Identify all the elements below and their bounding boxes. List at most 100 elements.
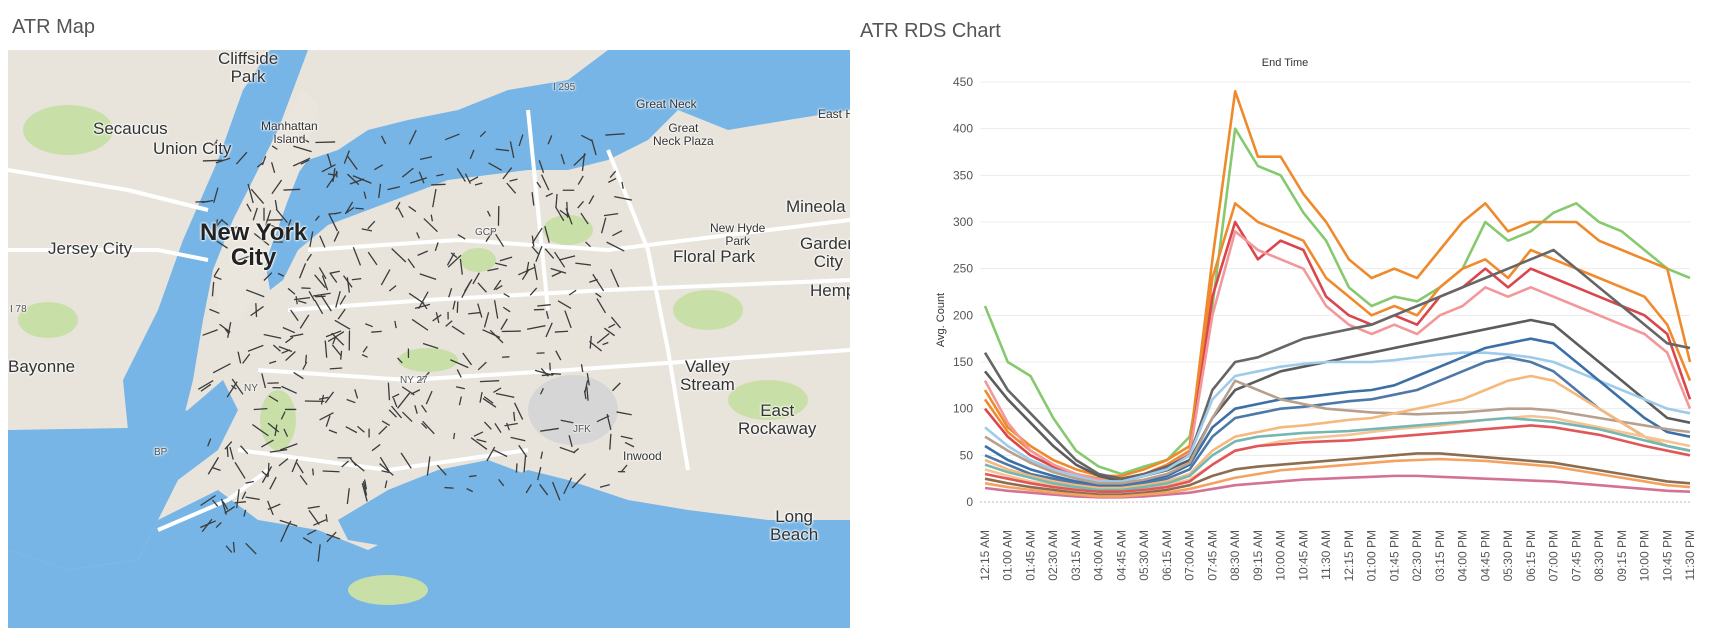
series-line-11[interactable] [984,374,1691,490]
atr-rds-chart[interactable]: End Time Avg. Count 0 50 100 150 200 250 300 35… [855,50,1705,640]
series-line-10[interactable] [984,379,1691,485]
x-tick-label: 03:15 AM [1069,530,1083,581]
x-tick-label: 10:45 AM [1296,530,1310,581]
map-label-manhattan-island: Manhattan Island [261,119,318,146]
x-tick-label: 01:45 PM [1387,530,1401,581]
map-label-jfk: JFK [573,424,591,435]
x-tick-label: 03:15 PM [1433,530,1447,581]
atr-sensor-lines [195,129,635,562]
x-tick-label: 08:30 AM [1228,530,1242,581]
map-label-ny27: NY 27 [400,375,428,386]
x-tick-label: 02:30 PM [1410,530,1424,581]
map-label-hempstead: Hemps [810,281,850,300]
map-label-garden-city: Garden City [800,234,850,271]
map-label-east-rockaway: East Rockaway [738,401,817,438]
x-tick-label: 12:15 AM [978,530,992,581]
x-tick-label: 07:45 PM [1569,530,1583,581]
park-3 [543,215,593,245]
park-8 [18,302,78,338]
x-tick-label: 09:15 AM [1251,530,1265,581]
x-tick-label: 09:15 PM [1615,530,1629,581]
x-tick-label: 06:15 AM [1160,530,1174,581]
y-tick-label: 150 [953,355,973,369]
x-tick-label: 07:45 AM [1205,530,1219,581]
map-label-great-neck-plaza: Great Neck Plaza [653,121,714,148]
park-6 [348,575,428,605]
series-line-3[interactable] [983,220,1692,483]
y-tick-label: 350 [953,168,973,182]
x-tick-label: 10:00 AM [1274,530,1288,581]
x-tick-label: 02:30 AM [1046,530,1060,581]
map-label-secaucus: Secaucus [93,119,168,138]
east-river [263,50,850,290]
series-line-8[interactable] [984,337,1691,487]
x-tick-label: 01:45 AM [1023,530,1037,581]
map-label-long-beach: Long Beach [770,507,819,544]
map-label-i78: I 78 [10,304,27,315]
map-label-i295: I 295 [553,82,576,93]
park-9 [728,380,808,420]
map-label-valley-stream: Valley Stream [680,357,735,394]
x-tick-label: 11:30 PM [1683,530,1697,580]
chart-panel-title: ATR RDS Chart [860,20,1001,42]
series-line-5[interactable] [983,248,1691,480]
map-label-union-city: Union City [153,139,232,158]
y-tick-label: 50 [960,448,974,462]
y-tick-label: 0 [966,495,973,509]
y-tick-label: 450 [953,75,973,89]
map-label-new-hyde-park: New Hyde Park [710,221,766,248]
y-tick-label: 100 [953,402,973,416]
manhattan [213,90,318,320]
jamaica-bay [338,460,548,545]
park-2 [260,390,296,450]
map-label-inwood: Inwood [623,449,662,463]
series-line-2[interactable] [983,202,1692,480]
map-label-mineola: Mineola [786,197,846,216]
x-tick-label: 04:00 AM [1092,530,1106,581]
map-label-gcp: GCP [475,227,497,238]
map-label-ny-small: NY [244,383,258,394]
map-label-jersey-city: Jersey City [48,239,133,258]
series-line-17[interactable] [984,457,1691,498]
y-tick-label: 400 [953,122,973,136]
y-tick-label: 250 [953,262,973,276]
lower-bay [8,470,850,628]
series-line-1[interactable] [983,90,1692,478]
y-tick-label: 300 [953,215,973,229]
map-label-great-neck: Great Neck [636,97,697,111]
map-label-floral-park: Floral Park [673,247,756,266]
series-line-0[interactable] [983,127,1691,476]
series-line-6[interactable] [983,318,1691,483]
x-tick-label: 08:30 PM [1592,530,1606,581]
y-tick-label: 200 [953,308,973,322]
map-label-bp: BP [154,447,168,458]
x-tick-label: 01:00 AM [1001,530,1015,581]
series-line-13[interactable] [984,416,1691,492]
jfk-airport [528,375,618,445]
y-axis-label: Avg. Count [935,293,947,347]
series-line-4[interactable] [983,230,1692,481]
map-panel-title: ATR Map [12,16,95,38]
chart-axis-title: End Time [1262,57,1308,69]
series-line-15[interactable] [984,452,1691,496]
map-label-new-york-city: New York City [200,219,308,272]
map-label-bayonne: Bayonne [8,357,76,376]
x-tick-label: 06:15 PM [1524,530,1538,581]
map-label-cliffside-park: Cliffside Park [218,50,279,86]
series-line-14[interactable] [984,424,1691,494]
park-1 [23,105,113,155]
x-tick-label: 05:30 AM [1137,530,1151,581]
park-5 [460,248,496,272]
atr-map[interactable]: Cliffside Park Secaucus Union City Manhatta… [8,50,850,628]
line-chart: End Time Avg. Count 0 50 100 150 200 250 300 35… [935,57,1697,581]
x-tick-label: 01:00 PM [1365,530,1379,581]
x-tick-label: 12:15 PM [1342,530,1356,581]
hudson-river [123,50,308,430]
map-label-east-hills: East Hi [818,107,850,121]
series-line-7[interactable] [984,351,1691,483]
x-tick-label: 10:45 PM [1660,530,1674,581]
x-tick-label: 10:00 PM [1638,530,1652,581]
park-4 [398,348,458,372]
x-tick-label: 04:00 PM [1456,530,1470,581]
x-tick-label: 04:45 PM [1478,530,1492,581]
